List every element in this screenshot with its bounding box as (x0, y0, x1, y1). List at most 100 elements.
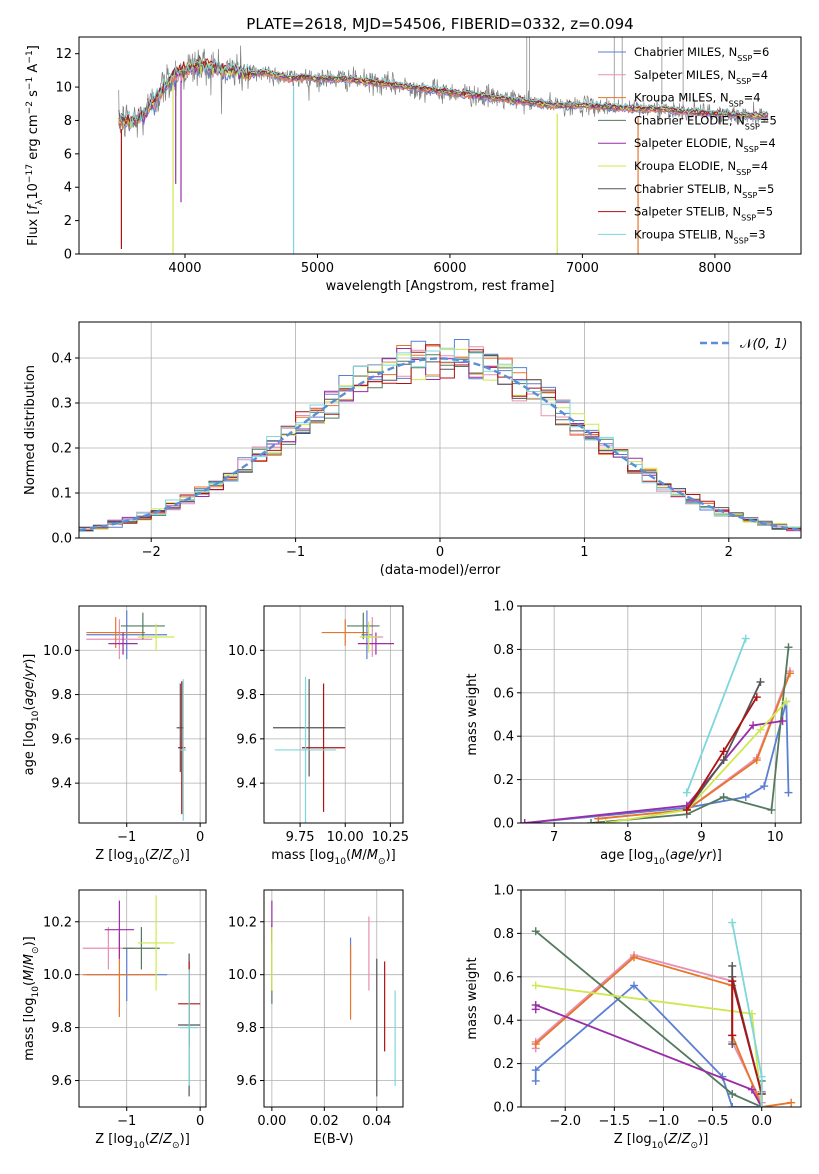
y-tick-label: 0.8 (493, 927, 514, 942)
marker-chabrier_stelib (719, 756, 728, 765)
marker-salpeter_elodie (747, 1085, 756, 1094)
observed-spectrum-line (118, 45, 769, 138)
x-tick-label: 0.0 (751, 1114, 772, 1129)
x-tick-label: 2 (725, 545, 733, 560)
marker-kroupa_miles (787, 1098, 796, 1107)
y-axis-label: mass weight (465, 957, 480, 1039)
y-tick-label: 10.0 (228, 644, 257, 659)
marker-chabrier_miles (784, 788, 793, 797)
marker-chabrier_elodie (719, 792, 728, 801)
series-line-kroupa_elodie (535, 984, 763, 1107)
panel-mass_vs_EBV: 0.00 0.02 0.04 9.6 9.8 10.0 10.2 E(B-V) (228, 889, 404, 1147)
errorbar-point-salpeter_elodie (357, 632, 394, 655)
legend-label-kroupa_stelib: Kroupa STELIB, NSSP=3 (634, 227, 766, 245)
y-tick-label: 0.0 (493, 817, 514, 832)
marker-chabrier_miles (760, 782, 769, 791)
y-tick-label: 9.6 (51, 1074, 72, 1089)
y-tick-label: 1.0 (493, 884, 514, 899)
y-tick-label: 0.3 (51, 397, 72, 412)
marker-salpeter_stelib (728, 977, 737, 986)
x-tick-label: −1.0 (648, 1114, 680, 1129)
axes-frame (520, 889, 802, 1108)
x-tick-label: 10.25 (372, 830, 409, 845)
x-tick-label: −1 (117, 1114, 136, 1129)
y-tick-label: 0.2 (493, 773, 514, 788)
y-tick-label: 9.4 (236, 777, 257, 792)
y-tick-label: 0.4 (51, 352, 72, 367)
x-tick-label: 0 (196, 1114, 204, 1129)
y-tick-label: 0.6 (493, 970, 514, 985)
y-tick-label: 9.6 (236, 732, 257, 747)
marker-chabrier_elodie (784, 643, 793, 652)
legend-label-kroupa_elodie: Kroupa ELODIE, NSSP=4 (634, 159, 768, 177)
panel-spectrum: 4000 5000 6000 7000 8000 0 2 4 6 8 10 12 wavelength … (25, 15, 802, 294)
x-axis-label: (data-model)/error (380, 563, 501, 578)
marker-chabrier_stelib (756, 677, 765, 686)
x-tick-label: 9.75 (286, 830, 315, 845)
plot-area-age_vs_Z (86, 610, 187, 821)
series-line-chabrier_miles (524, 701, 790, 823)
chart-title: PLATE=2618, MJD=54506, FIBERID=0332, z=0… (246, 15, 633, 33)
y-tick-label: 0.6 (493, 686, 514, 701)
x-axis-label: Z [log10(Z/Z⊙)] (95, 1132, 190, 1151)
errorbar-point-chabrier_elodie (347, 612, 380, 640)
legend-label-salpeter_stelib: Salpeter STELIB, NSSP=5 (634, 205, 773, 223)
y-tick-label: 0.0 (493, 1101, 514, 1116)
plot-area-mass_vs_EBV (271, 900, 396, 1097)
marker-kroupa_miles (629, 953, 638, 962)
x-axis-label: E(B-V) (313, 1132, 353, 1147)
panel-residuals: −2 −1 0 1 2 0.0 0.1 0.2 0.3 0.4 (data-model)/error… (23, 321, 802, 578)
y-tick-label: 2 (64, 214, 72, 229)
x-tick-label: 0 (196, 830, 204, 845)
marker-kroupa_stelib (757, 1103, 766, 1107)
marker-chabrier_elodie (531, 927, 540, 936)
y-axis-label: age [log10(age/yr)] (22, 654, 41, 776)
marker-chabrier_miles (741, 792, 750, 801)
axes-frame (78, 889, 207, 1108)
errorbar-point-kroupa_elodie (137, 623, 175, 651)
plot-area-residuals (79, 339, 801, 538)
axes-frame (520, 605, 802, 824)
x-axis-label: Z [log10(Z/Z⊙)] (95, 848, 190, 867)
errorbar-point-chabrier_elodie (123, 927, 160, 970)
x-tick-label: 9 (697, 830, 705, 845)
panel-age_vs_Z: −1 0 9.4 9.6 9.8 10.0 Z [log10(Z/Z⊙)] age [log1… (22, 605, 207, 867)
axes-frame (78, 36, 802, 255)
errorbar-point-salpeter_miles (86, 619, 153, 660)
x-tick-label: 8000 (698, 261, 731, 276)
x-tick-label: 10 (767, 830, 784, 845)
y-axis-label: Normed distribution (23, 365, 38, 495)
x-tick-label: 5000 (301, 261, 334, 276)
x-axis-label: Z [log10(Z/Z⊙)] (614, 1132, 709, 1151)
marker-salpeter_stelib (752, 693, 761, 702)
marker-kroupa_miles (531, 1040, 540, 1049)
y-tick-label: 9.8 (51, 688, 72, 703)
marker-salpeter_stelib (719, 747, 728, 756)
errorbar-point-kroupa_stelib (180, 679, 187, 821)
marker-salpeter_elodie (778, 717, 787, 726)
x-axis-label: mass [log10(M/M⊙)] (271, 848, 395, 867)
x-tick-label: 7 (550, 830, 558, 845)
series-line-kroupa_stelib (685, 638, 747, 793)
legend: 𝒩(0, 1) (700, 337, 787, 352)
legend-label-salpeter_elodie: Salpeter ELODIE, NSSP=4 (634, 136, 776, 154)
x-tick-label: 6000 (433, 261, 466, 276)
marker-kroupa_elodie (782, 697, 791, 706)
marker-chabrier_elodie (728, 1089, 737, 1098)
y-tick-label: 9.8 (236, 688, 257, 703)
panel-age_vs_mass: 9.75 10.00 10.25 9.4 9.6 9.8 10.0 mass [log10(M… (228, 605, 409, 867)
errorbar-point-chabrier_elodie (120, 612, 165, 640)
errorbar-point-kroupa_elodie (359, 621, 378, 653)
marker-chabrier_miles (629, 981, 638, 990)
y-tick-label: 4 (64, 181, 72, 196)
marker-kroupa_miles (752, 756, 761, 765)
plot-area-mass_vs_Z (82, 895, 201, 1097)
y-tick-label: 9.6 (51, 732, 72, 747)
y-tick-label: 6 (64, 147, 72, 162)
y-tick-label: 0.0 (51, 532, 72, 547)
errorbar-point-kroupa_elodie (137, 895, 175, 991)
plot-area-weight_vs_Z (531, 918, 796, 1107)
errorbar-point-kroupa_stelib (180, 969, 198, 1086)
marker-chabrier_stelib (728, 961, 737, 970)
